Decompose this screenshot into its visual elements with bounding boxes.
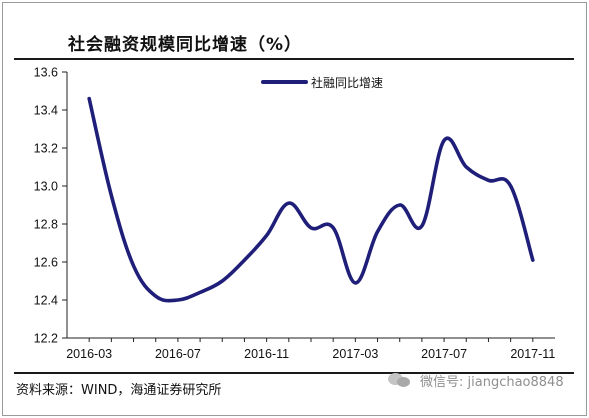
y-tick-label: 12.8 (34, 218, 58, 232)
data-point (442, 139, 445, 142)
data-point (531, 259, 534, 262)
y-tick-label: 13.2 (34, 142, 58, 156)
y-tick-label: 13.4 (34, 104, 58, 118)
x-tick-label: 2016-03 (66, 347, 112, 361)
data-point (465, 165, 468, 168)
chart-title: 社会融资规模同比增速（%） (68, 35, 303, 55)
y-tick-label: 12.4 (34, 294, 58, 308)
data-point (265, 234, 268, 237)
source-note: 资料来源：WIND，海通证券研究所 (16, 383, 222, 398)
wechat-watermark: 微信号: jiangchao8848 (388, 366, 564, 394)
y-tick-label: 13.6 (34, 66, 58, 80)
data-point (132, 264, 135, 267)
x-tick-label: 2017-11 (510, 347, 555, 361)
x-tick-label: 2017-07 (421, 347, 467, 361)
data-point (88, 97, 91, 100)
data-point (354, 281, 357, 284)
data-point (154, 295, 157, 298)
data-point (221, 279, 224, 282)
data-point (110, 194, 113, 197)
x-tick-label: 2016-11 (244, 347, 289, 361)
data-point (487, 179, 490, 182)
data-point (176, 298, 179, 301)
data-point (287, 202, 290, 205)
series-group (87, 96, 535, 303)
data-point (332, 226, 335, 229)
x-tick-label: 2017-03 (332, 347, 378, 361)
y-tick-label: 12.6 (34, 256, 58, 270)
wechat-icon (388, 371, 414, 389)
legend-label: 社融同比增速 (311, 75, 383, 90)
watermark-text: 微信号: jiangchao8848 (420, 374, 564, 390)
footer-rule (14, 372, 574, 374)
data-point (309, 226, 312, 229)
data-point (509, 184, 512, 187)
series-line (87, 96, 535, 303)
axes-group: 12.2 12.4 12.6 12.8 13.0 13.2 13.4 13.6 2016-03 2… (34, 66, 556, 362)
data-point (243, 259, 246, 262)
title-rule (14, 58, 574, 60)
legend: 社融同比增速 (261, 75, 383, 90)
data-point (376, 230, 379, 233)
data-point (198, 291, 201, 294)
y-tick-label: 12.2 (34, 332, 58, 346)
data-point (420, 224, 423, 227)
x-tick-label: 2016-07 (155, 347, 201, 361)
y-tick-label: 13.0 (34, 180, 58, 194)
data-point (398, 203, 401, 206)
